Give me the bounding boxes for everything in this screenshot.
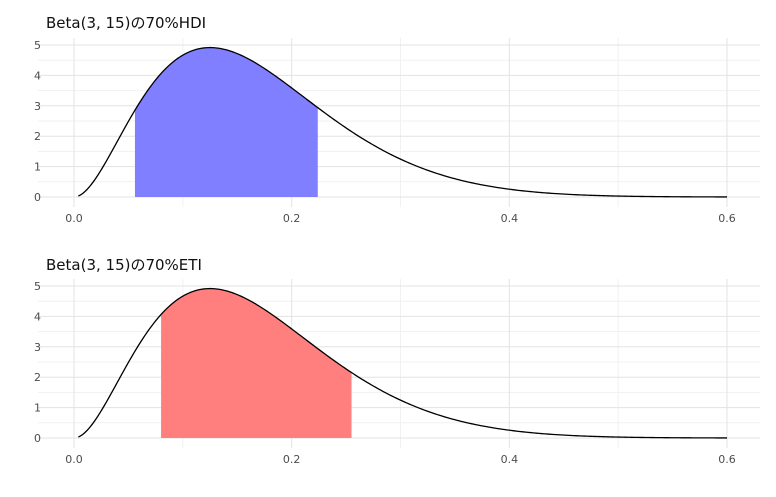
x-tick-label: 0.4 (501, 212, 519, 225)
y-tick-label: 1 (34, 402, 41, 415)
y-tick-label: 0 (34, 432, 41, 445)
x-tick-label: 0.6 (718, 453, 736, 466)
shaded-interval (134, 47, 318, 197)
density-curve (78, 287, 727, 439)
eti-panel-title: Beta(3, 15)の70%ETI (46, 256, 202, 274)
x-tick-label: 0.4 (501, 453, 519, 466)
y-tick-label: 3 (34, 341, 41, 354)
eti-panel: Beta(3, 15)の70%ETI 0.0 0.2 0.4 0.6 0 1 2 3 4 5 (34, 256, 760, 466)
y-tick-label: 3 (34, 100, 41, 113)
x-tick-label: 0.2 (283, 453, 301, 466)
y-tick-label: 5 (34, 280, 41, 293)
x-tick-label: 0.0 (65, 212, 83, 225)
y-tick-label: 4 (34, 310, 41, 323)
x-tick-label: 0.6 (718, 212, 736, 225)
grid (38, 279, 760, 448)
y-tick-label: 0 (34, 191, 41, 204)
shaded-interval (161, 288, 352, 438)
density-curve (78, 46, 727, 198)
y-tick-label: 4 (34, 69, 41, 82)
y-tick-label: 2 (34, 130, 41, 143)
hdi-panel-title: Beta(3, 15)の70%HDI (46, 14, 206, 32)
y-tick-label: 2 (34, 371, 41, 384)
y-tick-label: 5 (34, 39, 41, 52)
hdi-panel: Beta(3, 15)の70%HDI 0.0 0.2 0.4 0.6 0 1 2 3 4 5 (34, 14, 760, 225)
x-tick-label: 0.2 (283, 212, 301, 225)
x-tick-label: 0.0 (65, 453, 83, 466)
y-tick-label: 1 (34, 161, 41, 174)
